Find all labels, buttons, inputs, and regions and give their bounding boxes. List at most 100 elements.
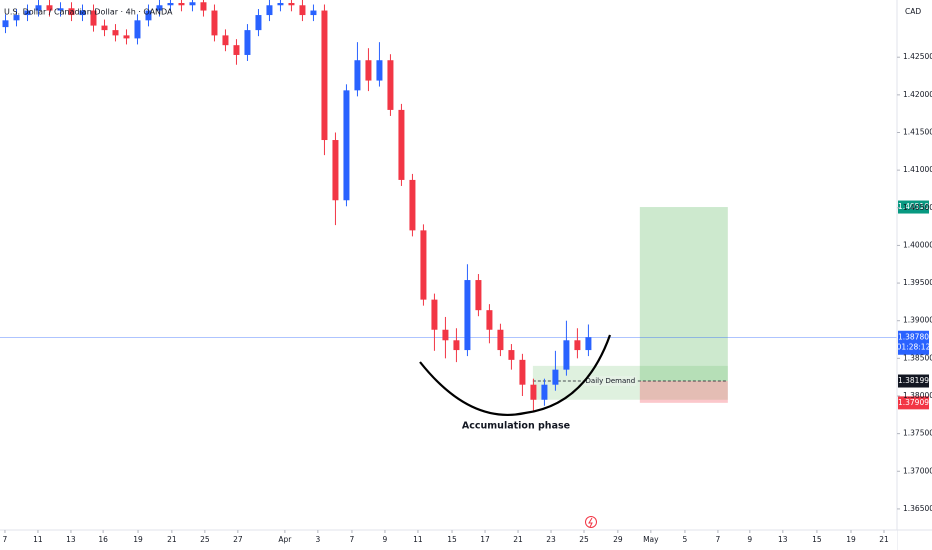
candle-body (244, 30, 251, 55)
price-badge-label: 1.38199 (898, 376, 929, 385)
candle-body (497, 329, 504, 351)
chart-title: U.S. Dollar / Canadian Dollar · 4h · OAN… (4, 8, 173, 17)
x-tick-label: 11 (33, 535, 43, 544)
price-badge-label: 1.40510 (898, 202, 929, 211)
candle-body (552, 369, 559, 385)
candle-body (90, 10, 97, 26)
x-tick-label: 21 (513, 535, 523, 544)
candle-body (288, 3, 295, 6)
x-tick-label: 19 (846, 535, 856, 544)
x-tick-label: 13 (66, 535, 76, 544)
candle-body (574, 340, 581, 351)
y-tick-label: 1.39000 (903, 316, 932, 325)
candle-body (189, 2, 196, 6)
y-tick-label: 1.42000 (903, 90, 932, 99)
x-tick-label: 5 (683, 535, 688, 544)
y-tick-label: 1.38500 (903, 353, 932, 362)
candle-body (486, 310, 493, 330)
x-tick-label: 15 (447, 535, 457, 544)
x-tick-label: 25 (200, 535, 210, 544)
candle-body (376, 60, 383, 81)
stop-zone (639, 381, 728, 403)
event-icon (585, 516, 597, 528)
candle-body (563, 340, 570, 370)
price-badge-label: 1.38780 (898, 332, 929, 341)
accumulation-curve (419, 334, 612, 417)
candle-body (310, 10, 317, 16)
candle-body (200, 2, 207, 11)
candle-body (145, 10, 152, 21)
x-tick-label: 3 (315, 535, 320, 544)
candle-body (464, 280, 471, 351)
x-tick-label: 15 (812, 535, 822, 544)
price-badge (898, 200, 929, 214)
x-tick-label: 16 (98, 535, 108, 544)
y-tick-label: 1.37500 (903, 429, 932, 438)
candle-body (13, 15, 20, 21)
price-badge (898, 374, 929, 388)
x-tick-label: 25 (579, 535, 589, 544)
candle-body (35, 5, 42, 11)
candle-body (134, 20, 141, 39)
candle-body (266, 5, 273, 16)
candle-body (68, 8, 75, 16)
candle-body (167, 3, 174, 6)
candle-body (57, 8, 64, 11)
x-tick-label: May (643, 535, 659, 544)
x-tick-label: 11 (413, 535, 423, 544)
candle-body (343, 90, 350, 201)
candle-body (387, 60, 394, 110)
x-tick-label: 21 (167, 535, 177, 544)
demand-label: Daily Demand (586, 377, 636, 385)
y-tick-label: 1.40500 (903, 203, 932, 212)
candle-body (508, 350, 515, 360)
x-tick-label: 17 (480, 535, 490, 544)
y-tick-label: 1.37000 (903, 466, 932, 475)
candle-body (321, 10, 328, 141)
candle-body (519, 359, 526, 385)
candle-body (79, 10, 86, 16)
x-tick-label: 7 (716, 535, 721, 544)
x-tick-label: 21 (879, 535, 889, 544)
candle-body (156, 5, 163, 11)
y-tick-label: 1.38000 (903, 391, 932, 400)
candle-body (277, 3, 284, 6)
x-tick-label: 9 (747, 535, 752, 544)
candle-body (475, 280, 482, 311)
candle-body (409, 179, 416, 231)
candle-body (178, 3, 185, 6)
currency-label: CAD (905, 7, 921, 16)
price-axis-panel (897, 0, 932, 550)
price-badge (898, 330, 929, 355)
candle-body (123, 35, 130, 39)
plot-area: Daily Demand (0, 0, 897, 412)
candle-body (101, 25, 108, 31)
x-tick-label: 19 (133, 535, 143, 544)
demand-label-bg (584, 376, 637, 387)
y-tick-label: 1.41500 (903, 128, 932, 137)
candle-body (255, 15, 262, 31)
countdown: 01:28:12 (897, 342, 931, 351)
candle-body (398, 109, 405, 180)
x-tick-label: 7 (3, 535, 8, 544)
candle-body (530, 384, 537, 400)
candle-body (46, 5, 53, 11)
x-tick-label: 23 (546, 535, 556, 544)
candle-body (2, 20, 9, 28)
candle-body (299, 5, 306, 16)
candle-body (420, 230, 427, 300)
candle-body (431, 299, 438, 330)
y-tick-label: 1.36500 (903, 504, 932, 513)
y-tick-label: 1.42500 (903, 52, 932, 61)
x-tick-label: 13 (778, 535, 788, 544)
y-tick-label: 1.39500 (903, 278, 932, 287)
x-tick-label: 27 (233, 535, 243, 544)
price-badge (898, 396, 929, 410)
y-tick-label: 1.41000 (903, 165, 932, 174)
candle-body (233, 45, 240, 55)
candle-body (442, 329, 449, 341)
candle-body (24, 10, 31, 16)
